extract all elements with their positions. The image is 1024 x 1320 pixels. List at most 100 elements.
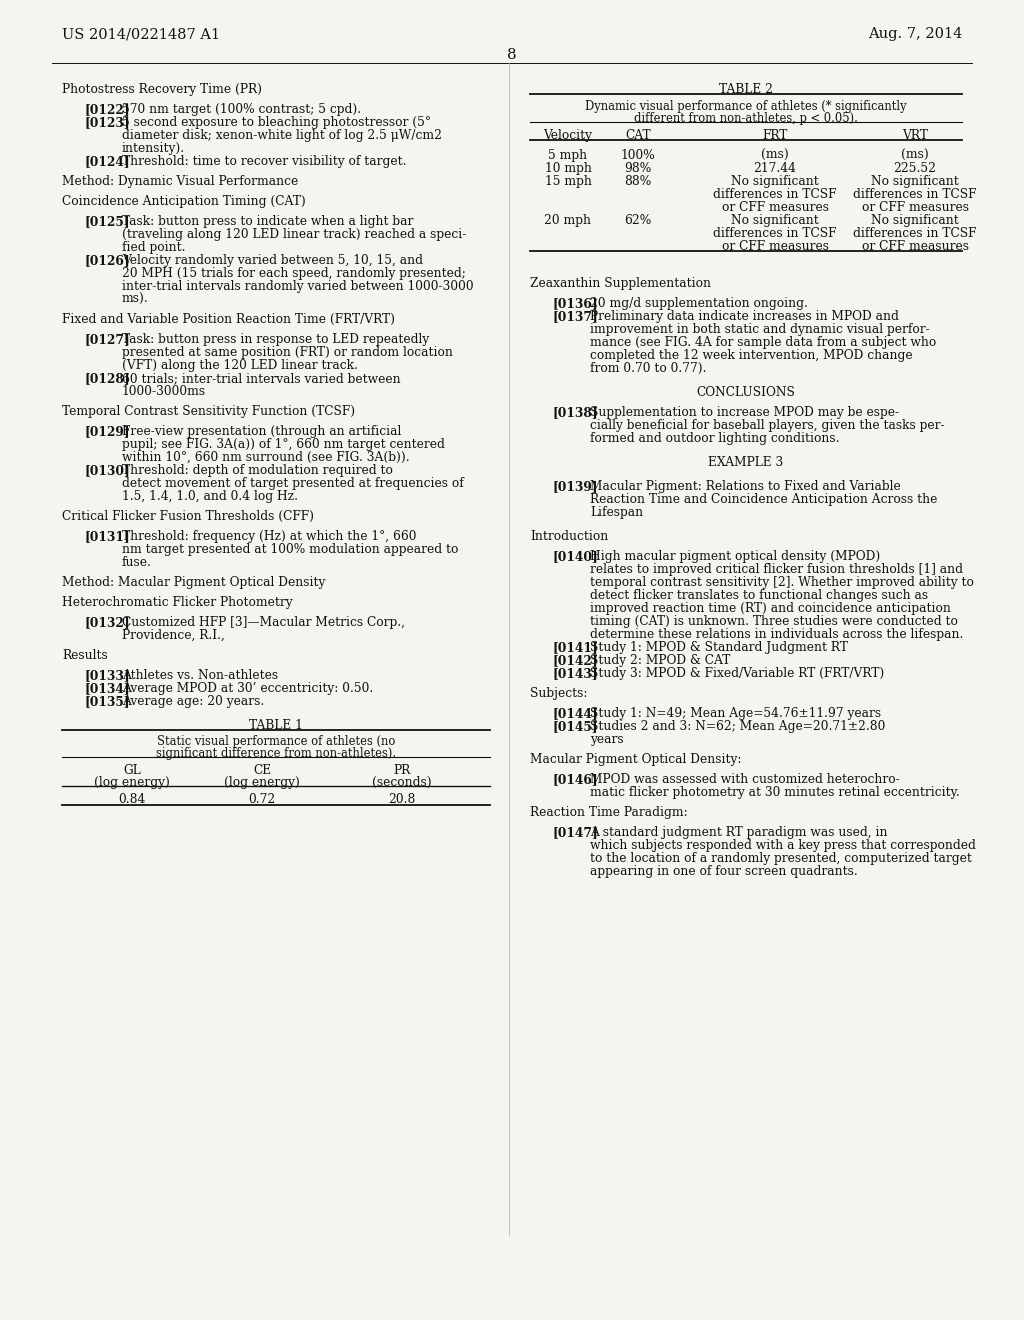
Text: differences in TCSF: differences in TCSF: [714, 187, 837, 201]
Text: 20.8: 20.8: [388, 793, 416, 807]
Text: 15 mph: 15 mph: [545, 176, 592, 187]
Text: Supplementation to increase MPOD may be espe-: Supplementation to increase MPOD may be …: [590, 407, 899, 418]
Text: presented at same position (FRT) or random location: presented at same position (FRT) or rand…: [122, 346, 453, 359]
Text: (ms): (ms): [901, 149, 929, 162]
Text: Photostress Recovery Time (PR): Photostress Recovery Time (PR): [62, 83, 262, 96]
Text: 20 mg/d supplementation ongoing.: 20 mg/d supplementation ongoing.: [590, 297, 808, 310]
Text: (VFT) along the 120 LED linear track.: (VFT) along the 120 LED linear track.: [122, 359, 357, 372]
Text: (ms): (ms): [761, 149, 788, 162]
Text: [0135]: [0135]: [84, 696, 129, 708]
Text: different from non-athletes, p < 0.05).: different from non-athletes, p < 0.05).: [634, 112, 858, 125]
Text: A standard judgment RT paradigm was used, in: A standard judgment RT paradigm was used…: [590, 826, 888, 840]
Text: (seconds): (seconds): [372, 776, 432, 789]
Text: differences in TCSF: differences in TCSF: [853, 227, 977, 240]
Text: US 2014/0221487 A1: US 2014/0221487 A1: [62, 26, 220, 41]
Text: Task: button press to indicate when a light bar: Task: button press to indicate when a li…: [122, 215, 414, 228]
Text: (traveling along 120 LED linear track) reached a speci-: (traveling along 120 LED linear track) r…: [122, 228, 466, 242]
Text: improvement in both static and dynamic visual perfor-: improvement in both static and dynamic v…: [590, 323, 930, 337]
Text: [0143]: [0143]: [552, 667, 598, 680]
Text: [0145]: [0145]: [552, 719, 597, 733]
Text: [0125]: [0125]: [84, 215, 129, 228]
Text: No significant: No significant: [871, 214, 958, 227]
Text: nm target presented at 100% modulation appeared to: nm target presented at 100% modulation a…: [122, 543, 459, 556]
Text: 0.72: 0.72: [249, 793, 275, 807]
Text: [0128]: [0128]: [84, 372, 130, 385]
Text: 62%: 62%: [625, 214, 651, 227]
Text: Introduction: Introduction: [530, 531, 608, 543]
Text: Velocity: Velocity: [544, 129, 593, 143]
Text: Method: Dynamic Visual Performance: Method: Dynamic Visual Performance: [62, 176, 298, 187]
Text: 0.84: 0.84: [119, 793, 145, 807]
Text: fuse.: fuse.: [122, 556, 152, 569]
Text: improved reaction time (RT) and coincidence anticipation: improved reaction time (RT) and coincide…: [590, 602, 951, 615]
Text: FRT: FRT: [762, 129, 787, 143]
Text: [0137]: [0137]: [552, 310, 598, 323]
Text: detect movement of target presented at frequencies of: detect movement of target presented at f…: [122, 477, 464, 490]
Text: or CFF measures: or CFF measures: [722, 201, 828, 214]
Text: matic flicker photometry at 30 minutes retinal eccentricity.: matic flicker photometry at 30 minutes r…: [590, 785, 959, 799]
Text: Macular Pigment: Relations to Fixed and Variable: Macular Pigment: Relations to Fixed and …: [590, 480, 901, 492]
Text: Dynamic visual performance of athletes (* significantly: Dynamic visual performance of athletes (…: [585, 100, 907, 114]
Text: to the location of a randomly presented, computerized target: to the location of a randomly presented,…: [590, 851, 972, 865]
Text: Study 3: MPOD & Fixed/Variable RT (FRT/VRT): Study 3: MPOD & Fixed/Variable RT (FRT/V…: [590, 667, 885, 680]
Text: [0129]: [0129]: [84, 425, 129, 438]
Text: detect flicker translates to functional changes such as: detect flicker translates to functional …: [590, 589, 928, 602]
Text: [0127]: [0127]: [84, 333, 130, 346]
Text: from 0.70 to 0.77).: from 0.70 to 0.77).: [590, 362, 707, 375]
Text: 5 second exposure to bleaching photostressor (5°: 5 second exposure to bleaching photostre…: [122, 116, 431, 129]
Text: Lifespan: Lifespan: [590, 506, 643, 519]
Text: CONCLUSIONS: CONCLUSIONS: [696, 385, 796, 399]
Text: [0138]: [0138]: [552, 407, 598, 418]
Text: 217.44: 217.44: [754, 162, 797, 176]
Text: 1.5, 1.4, 1.0, and 0.4 log Hz.: 1.5, 1.4, 1.0, and 0.4 log Hz.: [122, 490, 298, 503]
Text: Results: Results: [62, 649, 108, 663]
Text: 225.52: 225.52: [894, 162, 937, 176]
Text: Average MPOD at 30’ eccentricity: 0.50.: Average MPOD at 30’ eccentricity: 0.50.: [122, 682, 374, 696]
Text: appearing in one of four screen quadrants.: appearing in one of four screen quadrant…: [590, 865, 858, 878]
Text: [0141]: [0141]: [552, 642, 598, 653]
Text: Method: Macular Pigment Optical Density: Method: Macular Pigment Optical Density: [62, 576, 326, 589]
Text: [0131]: [0131]: [84, 531, 130, 543]
Text: intensity).: intensity).: [122, 143, 185, 154]
Text: EXAMPLE 3: EXAMPLE 3: [709, 455, 783, 469]
Text: No significant: No significant: [871, 176, 958, 187]
Text: Velocity randomly varied between 5, 10, 15, and: Velocity randomly varied between 5, 10, …: [122, 253, 423, 267]
Text: 570 nm target (100% contrast; 5 cpd).: 570 nm target (100% contrast; 5 cpd).: [122, 103, 361, 116]
Text: cially beneficial for baseball players, given the tasks per-: cially beneficial for baseball players, …: [590, 418, 944, 432]
Text: TABLE 1: TABLE 1: [249, 719, 303, 733]
Text: (log energy): (log energy): [94, 776, 170, 789]
Text: [0123]: [0123]: [84, 116, 130, 129]
Text: MPOD was assessed with customized heterochro-: MPOD was assessed with customized hetero…: [590, 774, 900, 785]
Text: [0147]: [0147]: [552, 826, 598, 840]
Text: Studies 2 and 3: N=62; Mean Age=20.71±2.80: Studies 2 and 3: N=62; Mean Age=20.71±2.…: [590, 719, 886, 733]
Text: years: years: [590, 733, 624, 746]
Text: Zeaxanthin Supplementation: Zeaxanthin Supplementation: [530, 277, 711, 290]
Text: mance (see FIG. 4A for sample data from a subject who: mance (see FIG. 4A for sample data from …: [590, 337, 936, 348]
Text: 8: 8: [507, 48, 517, 62]
Text: Study 2: MPOD & CAT: Study 2: MPOD & CAT: [590, 653, 730, 667]
Text: [0122]: [0122]: [84, 103, 130, 116]
Text: differences in TCSF: differences in TCSF: [714, 227, 837, 240]
Text: diameter disk; xenon-white light of log 2.5 μW/cm2: diameter disk; xenon-white light of log …: [122, 129, 442, 143]
Text: formed and outdoor lighting conditions.: formed and outdoor lighting conditions.: [590, 432, 840, 445]
Text: 60 trials; inter-trial intervals varied between: 60 trials; inter-trial intervals varied …: [122, 372, 400, 385]
Text: [0136]: [0136]: [552, 297, 598, 310]
Text: ms).: ms).: [122, 293, 148, 306]
Text: differences in TCSF: differences in TCSF: [853, 187, 977, 201]
Text: timing (CAT) is unknown. Three studies were conducted to: timing (CAT) is unknown. Three studies w…: [590, 615, 957, 628]
Text: Providence, R.I.,: Providence, R.I.,: [122, 630, 225, 642]
Text: 1000-3000ms: 1000-3000ms: [122, 385, 206, 399]
Text: Static visual performance of athletes (no: Static visual performance of athletes (n…: [157, 735, 395, 748]
Text: Task: button press in response to LED repeatedly: Task: button press in response to LED re…: [122, 333, 429, 346]
Text: [0133]: [0133]: [84, 669, 130, 682]
Text: Critical Flicker Fusion Thresholds (CFF): Critical Flicker Fusion Thresholds (CFF): [62, 510, 314, 523]
Text: Preliminary data indicate increases in MPOD and: Preliminary data indicate increases in M…: [590, 310, 899, 323]
Text: [0146]: [0146]: [552, 774, 598, 785]
Text: relates to improved critical flicker fusion thresholds [1] and: relates to improved critical flicker fus…: [590, 564, 963, 576]
Text: Threshold: depth of modulation required to: Threshold: depth of modulation required …: [122, 465, 393, 477]
Text: [0126]: [0126]: [84, 253, 130, 267]
Text: 20 MPH (15 trials for each speed, randomly presented;: 20 MPH (15 trials for each speed, random…: [122, 267, 466, 280]
Text: 5 mph: 5 mph: [549, 149, 588, 162]
Text: No significant: No significant: [731, 214, 819, 227]
Text: Subjects:: Subjects:: [530, 686, 588, 700]
